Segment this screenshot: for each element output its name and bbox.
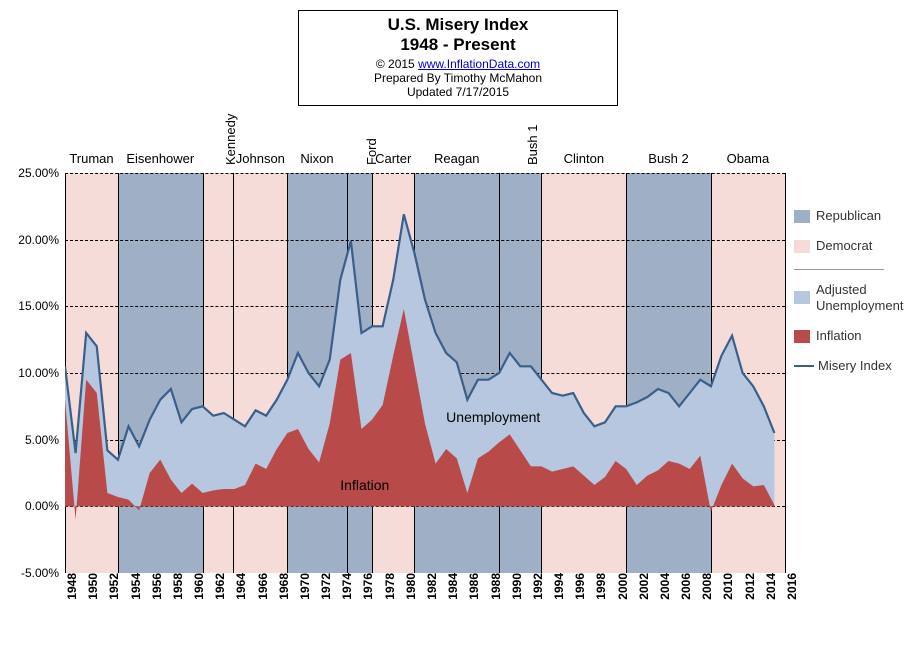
x-tick-label: 1950 [86,573,100,600]
x-tick-label: 1968 [277,573,291,600]
x-tick-label: 1990 [510,573,524,600]
x-tick-label: 1974 [340,573,354,600]
x-tick-label: 2006 [679,573,693,600]
legend-swatch-inflation [794,330,810,343]
president-label: Obama [711,151,785,166]
president-label: Eisenhower [118,151,203,166]
source-link[interactable]: www.InflationData.com [418,57,540,71]
title-updated: Updated 7/17/2015 [305,85,611,99]
y-tick-label: 20.00% [18,233,59,247]
x-tick-label: 1948 [65,573,79,600]
legend-swatch-republican [794,210,810,223]
title-prepared: Prepared By Timothy McMahon [305,71,611,85]
x-tick-label: 2014 [764,573,778,600]
copyright-text: © 2015 [376,57,418,71]
x-tick-label: 1964 [234,573,248,600]
y-tick-label: 0.00% [25,499,59,513]
legend: Republican Democrat Adjusted Unemploymen… [794,208,904,389]
legend-label-republican: Republican [816,208,881,224]
annotation-unemployment: Unemployment [446,409,540,425]
x-tick-label: 1960 [192,573,206,600]
president-label: Nixon [287,151,346,166]
x-tick-label: 2012 [743,573,757,600]
x-tick-label: 1996 [573,573,587,600]
president-label: Bush 1 [525,125,540,165]
x-tick-label: 1976 [361,573,375,600]
band-separator [785,173,786,573]
x-tick-label: 1978 [383,573,397,600]
legend-democrat: Democrat [794,238,904,254]
legend-swatch-democrat [794,240,810,253]
x-tick-label: 1998 [594,573,608,600]
y-tick-label: 25.00% [18,166,59,180]
president-label: Clinton [541,151,626,166]
y-tick-label: 5.00% [25,433,59,447]
x-tick-label: 2004 [658,573,672,600]
legend-label-adj-unemp: Adjusted Unemployment [816,282,904,315]
x-tick-label: 1972 [319,573,333,600]
chart-container: U.S. Misery Index 1948 - Present © 2015 … [8,8,903,654]
x-tick-label: 1956 [150,573,164,600]
x-tick-label: 1986 [467,573,481,600]
series-svg [65,173,785,573]
x-tick-label: 1984 [446,573,460,600]
legend-adjusted-unemployment: Adjusted Unemployment [794,282,904,315]
legend-separator [794,269,884,270]
legend-label-democrat: Democrat [816,238,872,254]
x-tick-label: 1958 [171,573,185,600]
x-tick-label: 2000 [616,573,630,600]
legend-label-misery: Misery Index [818,358,892,374]
x-tick-label: 1980 [404,573,418,600]
x-tick-label: 2008 [700,573,714,600]
president-label: Johnson [233,151,287,166]
president-label: Bush 2 [626,151,711,166]
x-tick-label: 2002 [637,573,651,600]
x-tick-label: 2010 [721,573,735,600]
legend-line-misery [794,365,814,367]
x-tick-label: 1982 [425,573,439,600]
annotation-inflation: Inflation [340,477,389,493]
legend-misery-index: Misery Index [794,358,904,374]
x-tick-label: 1970 [298,573,312,600]
president-label: Reagan [414,151,499,166]
y-tick-label: 10.00% [18,366,59,380]
x-tick-label: 1962 [213,573,227,600]
x-tick-label: 1952 [107,573,121,600]
chart-title-box: U.S. Misery Index 1948 - Present © 2015 … [298,10,618,106]
title-copyright: © 2015 www.InflationData.com [305,57,611,71]
title-line1: U.S. Misery Index [305,15,611,35]
x-tick-label: 1966 [256,573,270,600]
x-tick-label: 1954 [129,573,143,600]
legend-republican: Republican [794,208,904,224]
y-tick-label: 15.00% [18,299,59,313]
x-tick-label: 2016 [785,573,799,600]
legend-label-inflation: Inflation [816,328,862,344]
x-tick-label: 1988 [489,573,503,600]
x-tick-label: 1994 [552,573,566,600]
legend-inflation: Inflation [794,328,904,344]
plot-area: TrumanEisenhowerKennedyJohnsonNixonFordC… [65,173,785,573]
legend-swatch-adj-unemp [794,291,810,304]
x-tick-label: 1992 [531,573,545,600]
y-tick-label: -5.00% [21,566,59,580]
president-label: Carter [372,151,414,166]
title-line2: 1948 - Present [305,35,611,55]
president-label: Truman [65,151,118,166]
